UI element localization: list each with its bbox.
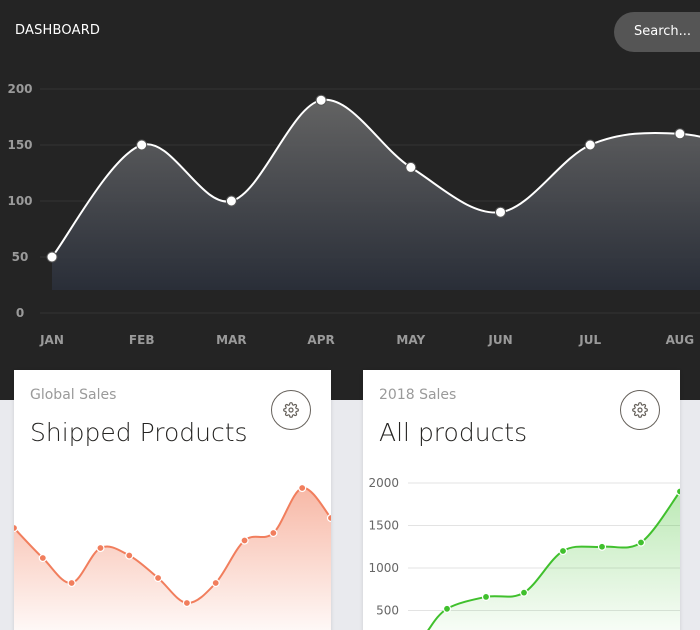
card-title: Shipped Products — [30, 418, 248, 447]
x-tick-label: MAR — [216, 333, 246, 347]
data-point — [153, 573, 163, 583]
data-point — [46, 251, 58, 263]
data-point — [38, 553, 47, 563]
gear-icon — [632, 402, 648, 418]
data-point — [298, 483, 307, 493]
data-point — [597, 542, 607, 551]
y-tick-label: 1500 — [368, 519, 399, 533]
series-area — [428, 491, 680, 630]
data-point — [96, 543, 105, 553]
y-tick-label: 100 — [7, 194, 32, 208]
data-point — [182, 598, 192, 608]
series-line — [51, 98, 700, 258]
data-point — [315, 94, 327, 106]
x-tick-label: AUG — [666, 333, 695, 347]
data-point — [584, 139, 596, 151]
data-point — [125, 551, 134, 560]
card-category: 2018 Sales — [379, 387, 457, 403]
data-point — [636, 538, 646, 547]
data-point — [136, 139, 148, 151]
data-point — [481, 592, 491, 601]
data-point — [442, 604, 452, 613]
settings-button[interactable] — [620, 390, 660, 430]
search-placeholder: Search... — [634, 24, 692, 39]
data-point — [558, 546, 568, 556]
y-tick-label: 2000 — [368, 476, 399, 490]
data-point — [211, 578, 220, 588]
search-input[interactable]: Search... — [614, 12, 700, 52]
x-tick-label: FEB — [129, 333, 155, 347]
dashboard-title: DASHBOARD — [15, 23, 101, 38]
dashboard-header: 0 50 100 150 200 JAN FEB MAR APR MAY JUN JUL AUG DAS… — [0, 0, 700, 400]
x-tick-label: JUL — [578, 333, 601, 347]
data-point — [225, 195, 237, 207]
gear-icon — [283, 402, 299, 418]
y-tick-label: 500 — [376, 604, 399, 618]
data-point — [674, 128, 686, 140]
y-tick-label: 150 — [7, 138, 32, 152]
shipped-products-card: Global Sales Shipped Products — [14, 370, 331, 630]
data-point — [405, 161, 417, 173]
data-point — [675, 487, 680, 496]
data-point — [14, 523, 19, 533]
x-tick-label: APR — [307, 333, 334, 347]
all-products-card: 500 1000 1500 2000 2018 Sales All products — [363, 370, 680, 630]
series-area — [52, 99, 700, 290]
data-point — [269, 528, 278, 538]
settings-button[interactable] — [271, 390, 311, 430]
data-point — [326, 513, 331, 523]
main-sales-chart: 0 50 100 150 200 JAN FEB MAR APR MAY JUN JUL AUG — [7, 82, 700, 347]
x-tick-label: JUN — [487, 333, 512, 347]
y-tick-label: 200 — [7, 82, 32, 96]
all-products-chart: 500 1000 1500 2000 — [368, 476, 680, 630]
series-area — [14, 487, 331, 630]
data-point — [67, 578, 76, 588]
x-tick-label: JAN — [39, 333, 64, 347]
data-point — [240, 536, 249, 545]
y-tick-label: 50 — [12, 250, 29, 264]
data-point — [495, 206, 506, 218]
card-category: Global Sales — [30, 387, 117, 403]
y-tick-label: 1000 — [368, 561, 399, 575]
card-title: All products — [379, 418, 528, 447]
data-point — [519, 588, 529, 597]
x-tick-label: MAY — [396, 333, 425, 347]
y-tick-label: 0 — [16, 306, 24, 320]
shipped-products-chart — [14, 483, 331, 630]
